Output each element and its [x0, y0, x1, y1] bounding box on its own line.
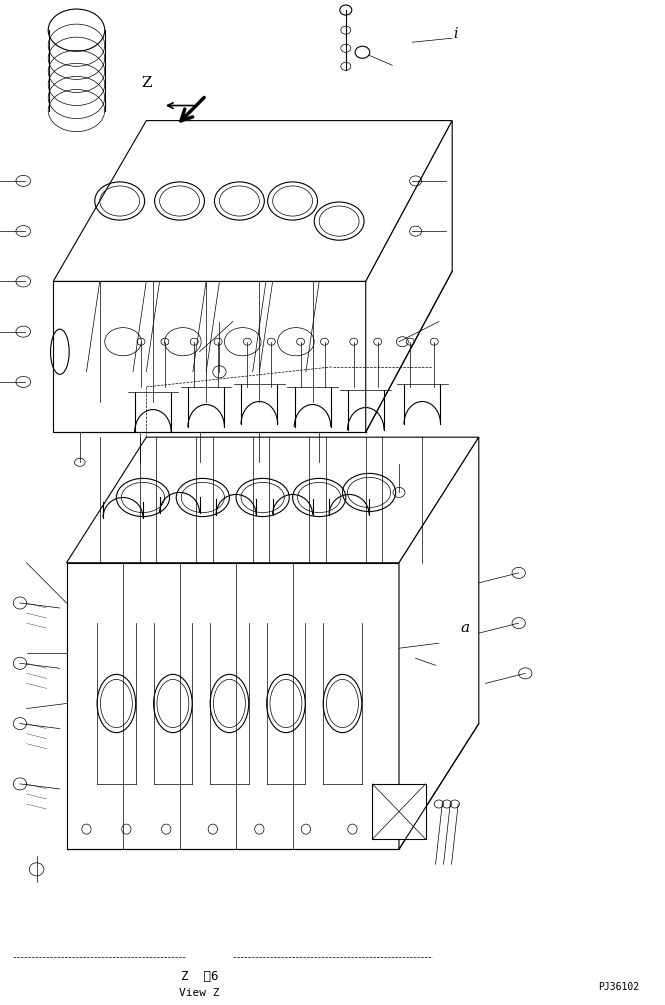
Text: Z: Z [141, 76, 152, 90]
Polygon shape [53, 121, 452, 281]
Text: a: a [461, 621, 470, 635]
Polygon shape [53, 281, 366, 432]
Polygon shape [66, 563, 399, 849]
Polygon shape [66, 437, 479, 563]
Text: View Z: View Z [180, 988, 219, 998]
Text: i: i [454, 27, 458, 41]
Polygon shape [366, 121, 452, 432]
Text: Z  覙6: Z 覙6 [181, 971, 218, 983]
Polygon shape [399, 437, 479, 849]
Bar [372, 784, 426, 839]
Text: PJ36102: PJ36102 [598, 982, 639, 992]
